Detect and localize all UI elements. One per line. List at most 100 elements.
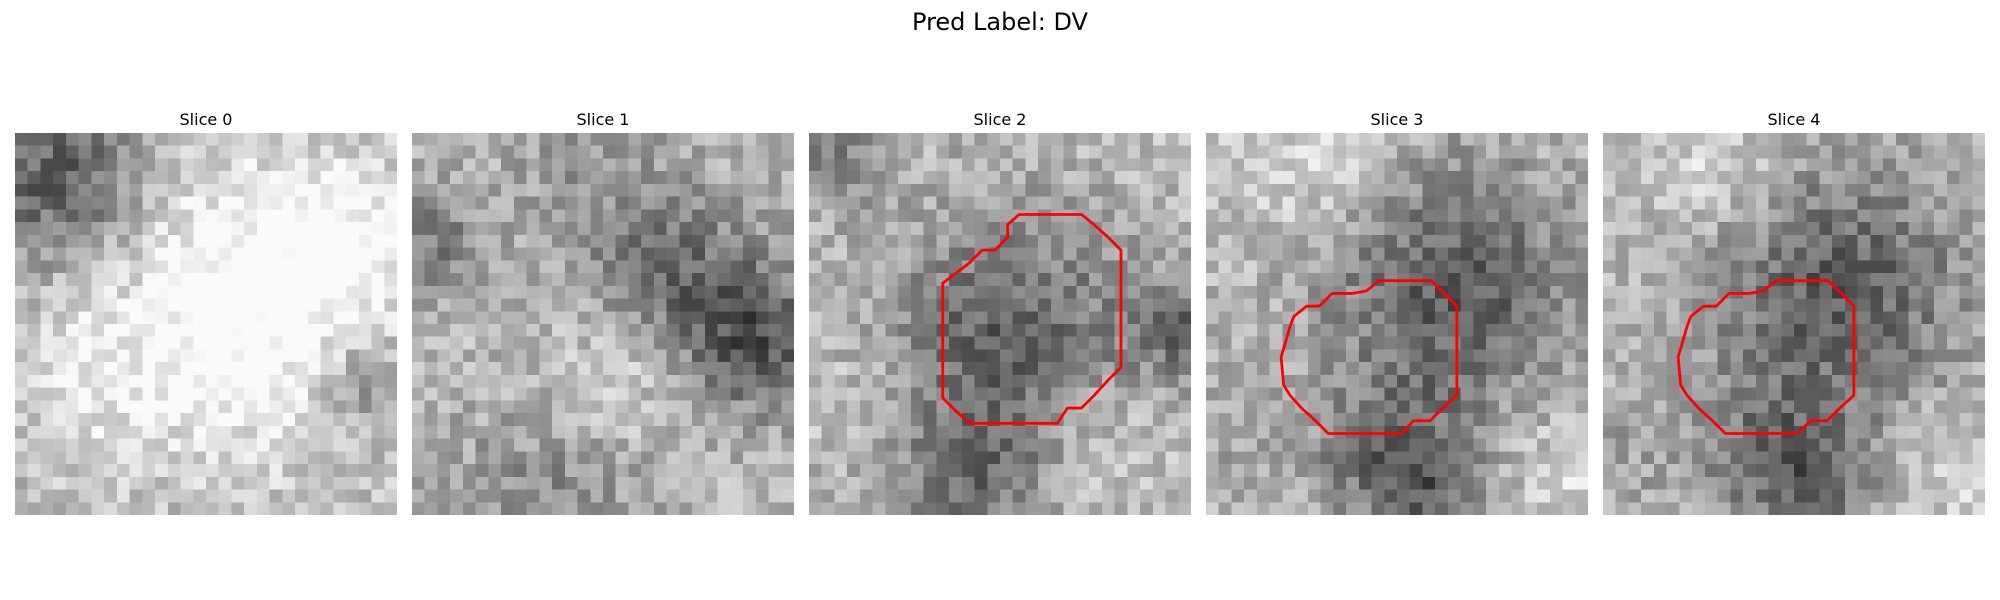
image-pixel [295,222,309,236]
image-pixel [1114,489,1128,503]
image-pixel [1524,222,1538,236]
image-pixel [40,374,54,388]
image-pixel [167,145,181,159]
image-pixel [1498,362,1512,376]
image-pixel [346,451,360,465]
image-pixel [1575,247,1588,261]
image-pixel [256,374,270,388]
image-pixel [358,349,372,363]
slice-panel-3: Slice 3 [1206,107,1588,519]
image-pixel [1615,285,1629,299]
image-pixel [1371,133,1385,146]
image-pixel [615,247,629,261]
image-pixel [755,451,769,465]
image-pixel [1307,489,1321,503]
image-pixel [1511,374,1525,388]
image-pixel [1575,400,1588,414]
image-pixel [501,374,515,388]
image-pixel [1562,489,1576,503]
image-pixel [755,349,769,363]
image-pixel [1883,400,1897,414]
image-pixel [974,336,988,350]
image-pixel [679,247,693,261]
image-pixel [1549,171,1563,185]
image-pixel [1409,222,1423,236]
image-pixel [412,209,425,223]
image-pixel [1038,451,1052,465]
image-pixel [615,234,629,248]
image-pixel [653,336,667,350]
image-pixel [1371,171,1385,185]
image-pixel [27,260,41,274]
image-pixel [1256,476,1270,490]
image-pixel [295,387,309,401]
image-pixel [1908,489,1922,503]
image-pixel [564,171,578,185]
image-pixel [1666,158,1680,172]
image-pixel [282,349,296,363]
image-pixel [1435,387,1449,401]
image-pixel [1114,476,1128,490]
image-pixel [244,209,258,223]
image-pixel [1972,247,1985,261]
image-pixel [78,247,92,261]
image-pixel [1218,362,1232,376]
image-pixel [1603,451,1616,465]
image-pixel [923,209,937,223]
image-pixel [1050,234,1064,248]
image-pixel [218,247,232,261]
image-pixel [295,324,309,337]
image-pixel [1101,209,1115,223]
image-pixel [1473,196,1487,210]
image-pixel [1666,311,1680,325]
image-pixel [244,234,258,248]
image-pixel [1959,183,1973,197]
image-pixel [1806,222,1820,236]
image-pixel [923,260,937,274]
image-pixel [1076,285,1090,299]
image-pixel [666,133,680,146]
image-pixel [755,362,769,376]
image-pixel [1549,438,1563,452]
image-pixel [641,349,655,363]
image-pixel [526,260,540,274]
image-pixel [1972,196,1985,210]
image-pixel [371,298,385,312]
image-pixel [53,247,67,261]
image-pixel [1857,413,1871,427]
image-pixel [1972,502,1985,515]
image-pixel [936,145,950,159]
image-pixel [1806,298,1820,312]
image-pixel [1537,247,1551,261]
image-pixel [1717,336,1731,350]
image-pixel [1000,298,1013,312]
image-pixel [40,362,54,376]
image-pixel [206,311,219,325]
image-pixel [743,476,757,490]
image-pixel [116,387,130,401]
image-pixel [781,464,794,478]
image-pixel [142,489,156,503]
image-pixel [1384,451,1398,465]
image-pixel [1946,158,1960,172]
image-pixel [1921,285,1935,299]
image-pixel [666,489,680,503]
image-pixel [1422,451,1436,465]
image-pixel [768,387,782,401]
image-pixel [320,171,334,185]
image-pixel [27,362,41,376]
image-pixel [1946,362,1960,376]
image-pixel [1537,196,1551,210]
image-pixel [730,247,744,261]
image-pixel [1537,374,1551,388]
image-pixel [974,171,988,185]
image-pixel [1768,476,1782,490]
image-pixel [1857,400,1871,414]
image-pixel [1549,285,1563,299]
image-pixel [1575,171,1588,185]
image-pixel [781,451,794,465]
image-pixel [1959,413,1973,427]
image-pixel [1755,400,1769,414]
image-pixel [936,451,950,465]
image-pixel [692,196,706,210]
